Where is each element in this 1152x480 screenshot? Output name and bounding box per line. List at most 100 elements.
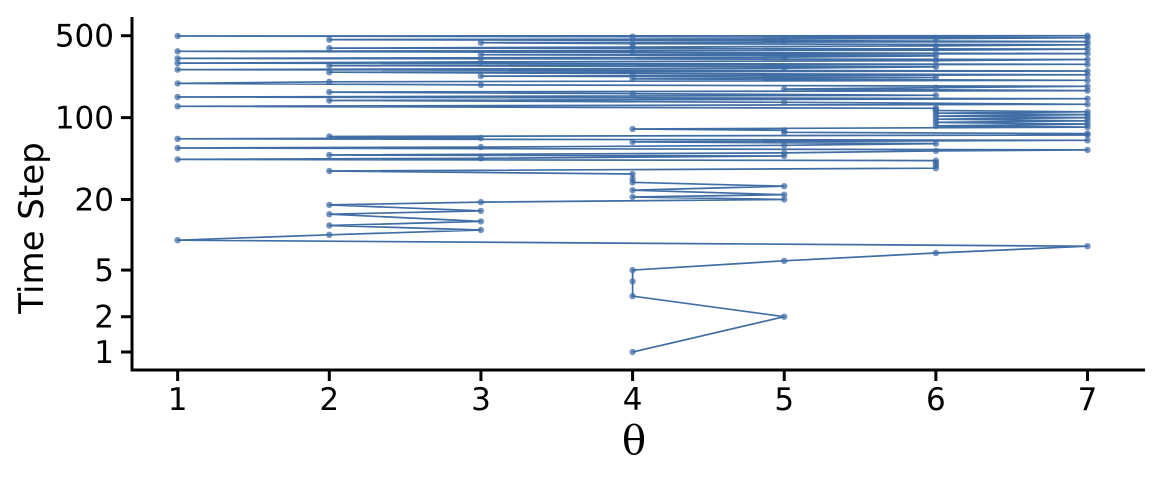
trace-marker [629,90,636,97]
trace-marker [932,57,940,64]
trace-marker [326,133,333,140]
trace-marker [781,149,788,157]
trace-marker [326,97,333,104]
trace-marker [932,105,940,112]
trace-marker [781,142,788,149]
trace-marker [326,201,333,209]
trace-marker [629,348,636,356]
trace-marker [477,39,485,46]
trace-marker [1084,108,1091,116]
trace-marker [781,37,788,44]
trace-marker [326,69,333,76]
trace-marker [174,48,181,55]
trace-marker [932,249,940,257]
trace-marker [326,231,333,238]
trace-marker [932,140,940,147]
trace-marker [477,81,485,89]
trace-marker [174,55,181,62]
trace-marker [1084,50,1091,57]
trace-marker [174,156,181,163]
y-tick-label: 100 [55,101,114,137]
trace-marker [1084,146,1091,154]
trace-marker [629,40,636,47]
trace-marker [477,218,485,225]
trace-marker [781,65,788,72]
trace-marker [629,175,636,183]
trace-marker [932,92,940,99]
trace-marker [781,127,788,134]
trace-marker [1084,243,1091,250]
x-tick-label: 2 [319,382,339,418]
trace-marker [932,35,940,42]
y-tick-label: 5 [94,253,114,289]
trace-marker [932,42,940,50]
trace-marker [477,51,485,58]
trace-markers [174,32,1091,356]
trace-marker [629,292,636,300]
x-axis-label: θ [621,418,647,464]
trace-marker [781,257,788,264]
trace-marker [932,84,940,91]
x-tick-label: 1 [168,382,188,418]
trace-marker [477,72,485,80]
y-tick-label: 500 [55,19,114,55]
trace-marker [477,226,485,234]
x-tick-label: 6 [926,382,946,418]
trace-marker [174,93,181,101]
y-axis-label: Time Step [12,142,52,314]
trace-marker [174,32,181,40]
trace-marker [781,99,788,106]
trace-marker [629,278,636,285]
x-tick-label: 7 [1078,382,1098,418]
y-tick-label: 2 [94,300,114,336]
x-tick-label: 3 [471,382,491,418]
trace-marker [629,138,636,146]
trace-marker [477,207,485,215]
trace-marker [932,52,940,60]
trace-marker [326,44,333,52]
trace-marker [932,63,940,71]
trace-marker [1084,101,1091,108]
x-tick-label: 4 [623,382,643,418]
trace-marker [629,49,636,56]
y-tick-label: 1 [94,335,114,371]
trace-marker [781,54,788,61]
trace-marker [781,196,788,203]
trace-marker [477,58,485,66]
trace-marker [629,125,636,133]
trace-marker [174,144,181,152]
trace-marker [477,198,485,206]
trace-marker [629,266,636,274]
trace-marker [477,155,485,162]
trace-marker [1084,83,1091,90]
trace-marker [174,103,181,110]
trace-marker [932,157,940,164]
trace-marker [1084,56,1091,63]
trace-marker [326,167,333,175]
trace-marker [1084,67,1091,75]
trace-marker [326,151,333,159]
trace-marker [932,147,940,155]
trace-marker [1084,32,1091,39]
trace-marker [174,59,181,67]
trace-marker [781,191,788,198]
trace-marker [1084,77,1091,84]
trace-marker [326,36,333,43]
axis-spines [130,17,1145,372]
trace-marker [629,33,636,40]
trace-marker [174,237,181,244]
trace-marker [174,80,181,87]
trace-marker [629,70,636,77]
trace-marker [1084,130,1091,137]
trace-marker [326,78,333,86]
trace-marker [781,85,788,93]
trace-marker [629,187,636,194]
trace-marker [326,88,333,96]
trace-marker [326,62,333,69]
trace-marker [781,313,788,320]
trace-marker [1084,137,1091,144]
trace-marker [629,193,636,201]
trace-marker [326,222,333,229]
